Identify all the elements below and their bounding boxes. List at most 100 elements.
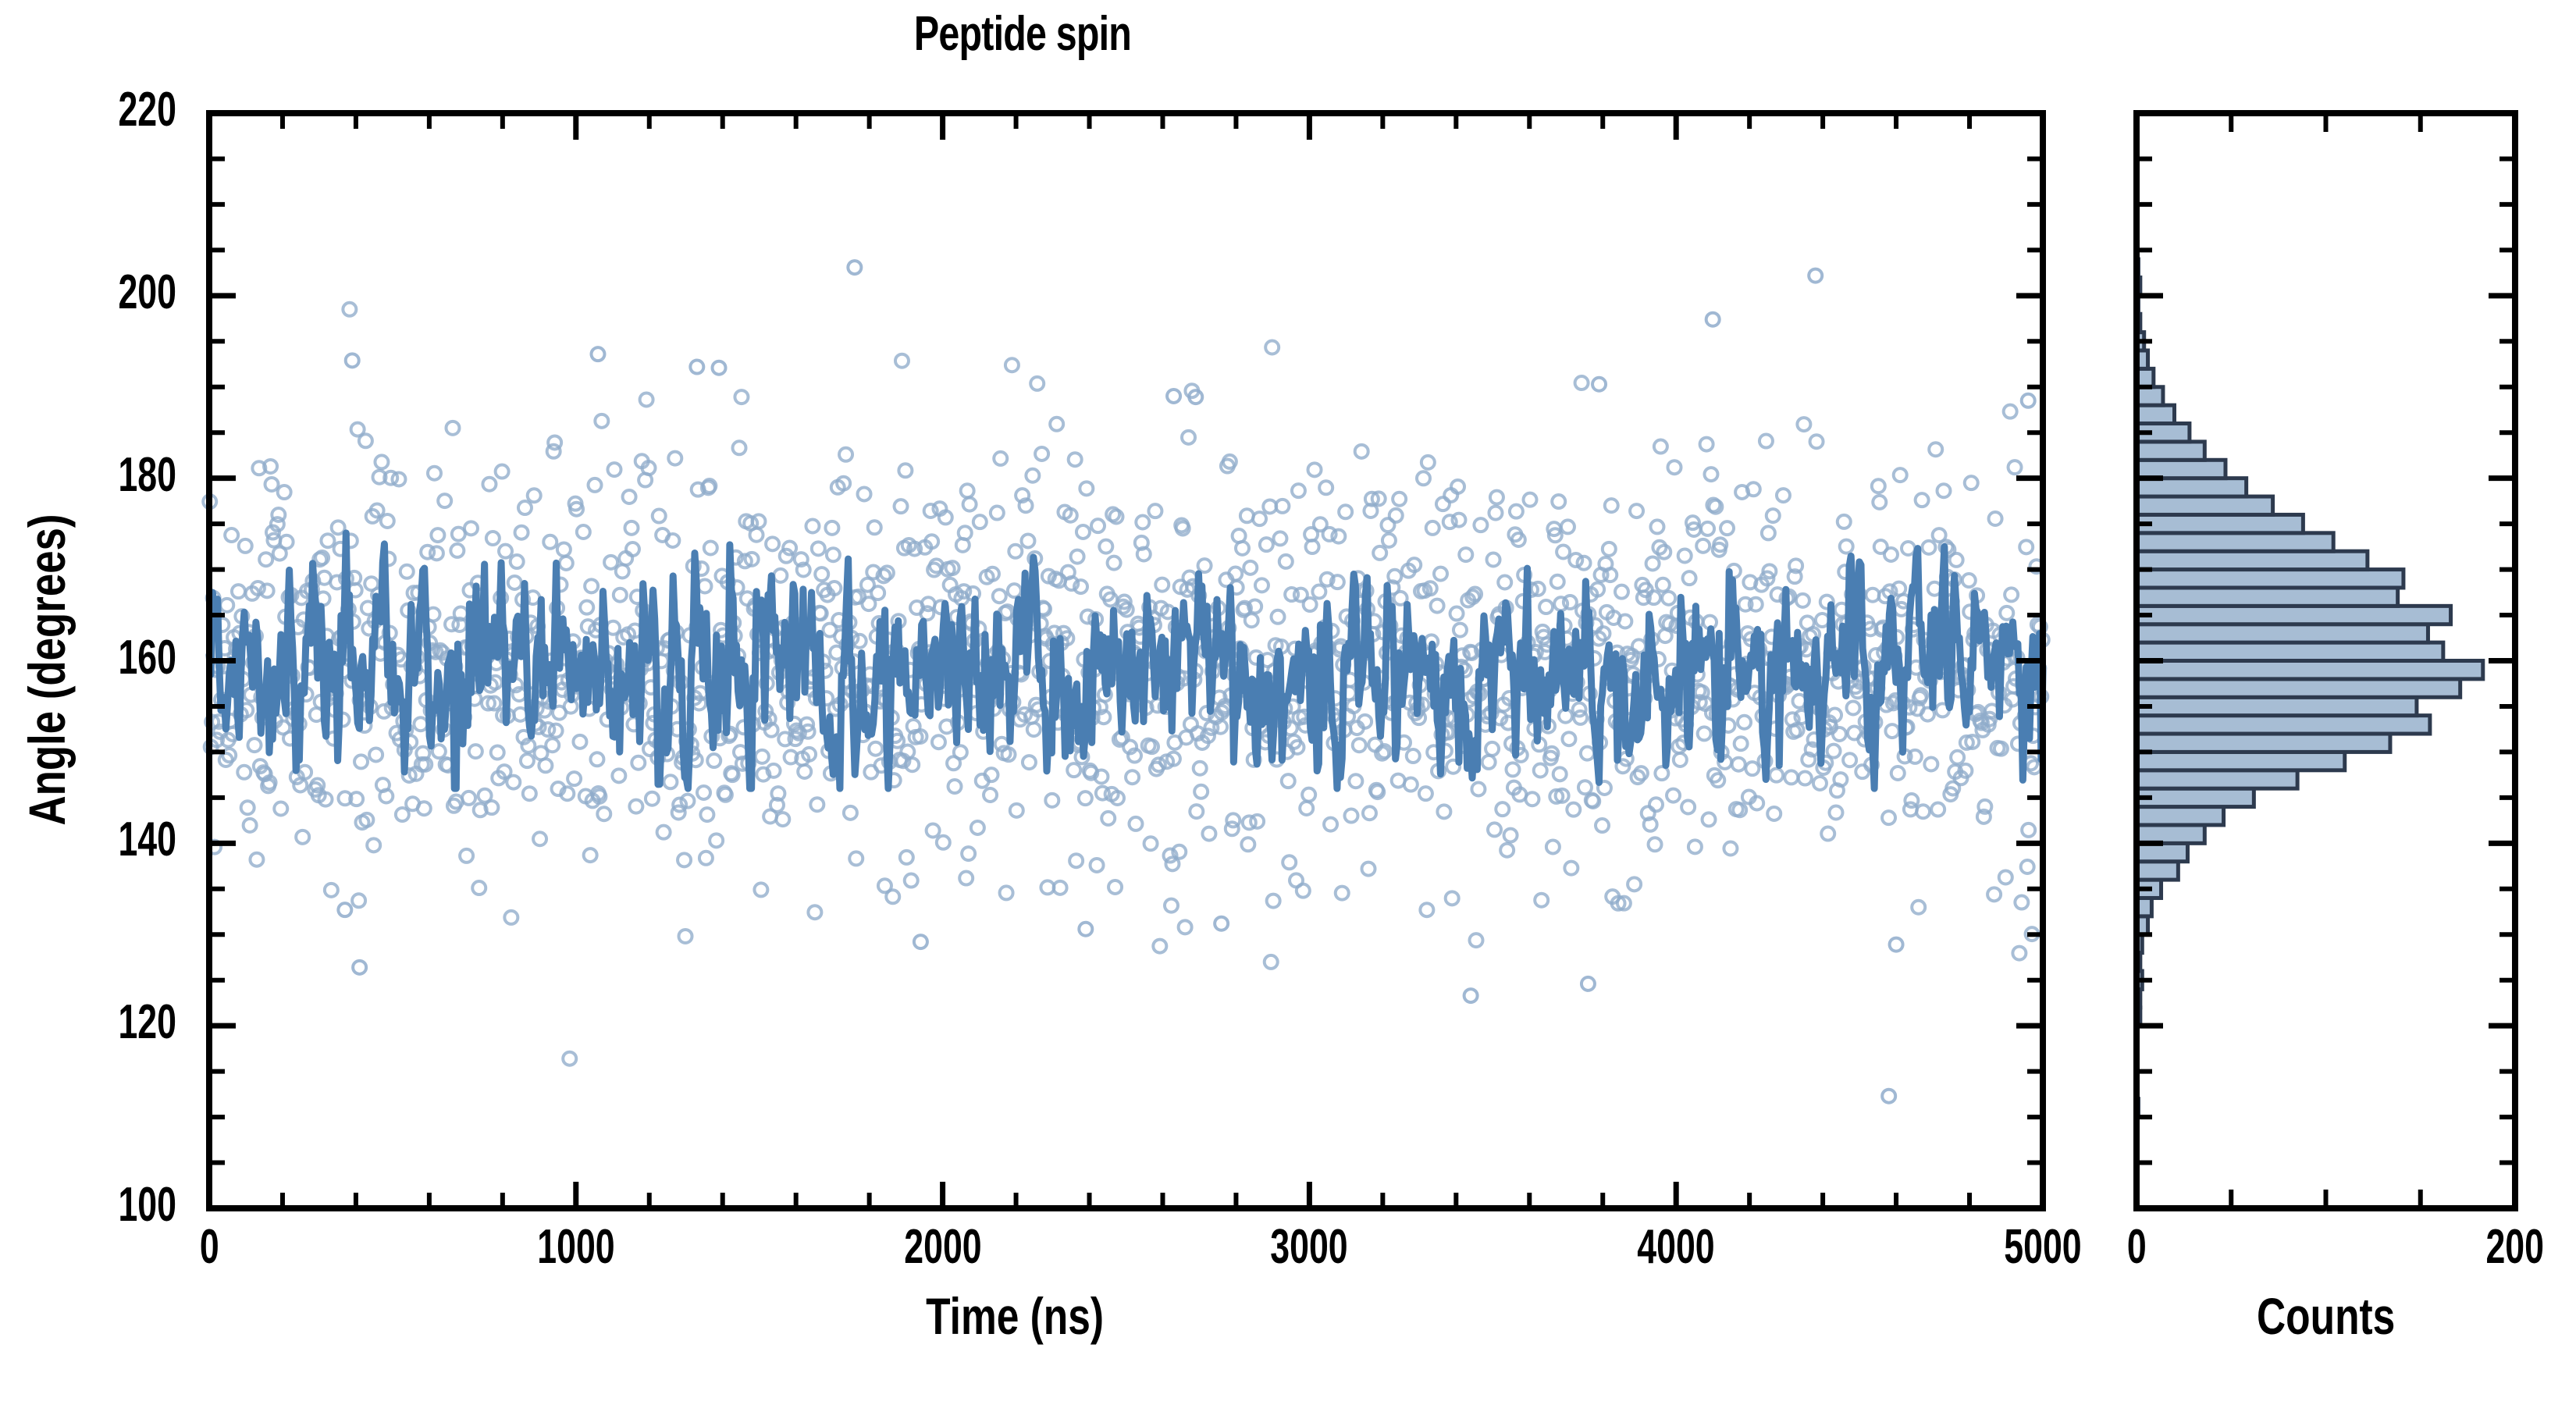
scatter-point: [1386, 567, 1404, 585]
scatter-point: [2001, 403, 2019, 420]
scatter-point: [1913, 492, 1930, 509]
scatter-point: [1676, 547, 1693, 564]
scatter-point: [1510, 531, 1527, 548]
scatter-point: [731, 439, 748, 457]
scatter-point-outlier: [1579, 975, 1596, 992]
scatter-point: [1610, 895, 1627, 912]
scatter-point: [1249, 813, 1266, 830]
scatter-point: [1854, 763, 1871, 781]
scatter-point: [1665, 787, 1682, 804]
scatter-point: [546, 434, 564, 451]
scatter-point: [1615, 895, 1632, 912]
scatter-point: [506, 574, 523, 591]
scatter-point: [1262, 953, 1279, 970]
scatter-point: [417, 756, 434, 773]
scatter-point: [1695, 537, 1712, 554]
main-y-tick-label: 180: [118, 447, 176, 502]
scatter-point: [961, 496, 978, 513]
scatter-point: [1960, 572, 1977, 589]
scatter-point-outlier: [1213, 915, 1230, 932]
scatter-point: [2011, 944, 2028, 962]
scatter-point: [743, 550, 760, 567]
scatter-point: [476, 787, 493, 804]
scatter-point: [1642, 816, 1659, 833]
scatter-point: [1467, 585, 1484, 603]
scatter-point: [1162, 847, 1179, 864]
scatter-point: [866, 519, 883, 536]
scatter-point: [856, 486, 873, 503]
main-x-tick-label: 3000: [1270, 1220, 1349, 1274]
scatter-point: [1322, 816, 1340, 833]
scatter-point: [1603, 497, 1620, 514]
scatter-point: [1105, 554, 1123, 571]
scatter-point: [1783, 769, 1800, 786]
scatter-point: [1915, 803, 1932, 820]
scatter-point: [623, 519, 640, 536]
scatter-point: [508, 553, 525, 571]
scatter-point: [1264, 339, 1281, 356]
scatter-point: [1949, 749, 1966, 766]
scatter-point: [1551, 766, 1568, 783]
scatter-point: [1732, 735, 1749, 752]
scatter-point: [262, 457, 279, 475]
scatter-point: [1090, 518, 1107, 535]
scatter-point: [1567, 552, 1585, 569]
scatter-point: [261, 774, 278, 791]
scatter-point: [398, 563, 415, 580]
scatter-point: [1930, 527, 1948, 544]
scatter-point: [770, 785, 787, 802]
scatter-point: [1048, 415, 1066, 432]
scatter-point: [956, 525, 973, 542]
scatter-point: [768, 796, 785, 813]
scatter-point: [1174, 520, 1191, 537]
histogram-bar: [2134, 823, 2207, 845]
scatter-point: [449, 542, 466, 559]
scatter-point: [1565, 801, 1582, 818]
scatter-point: [368, 746, 385, 763]
main-y-tick-label: 220: [118, 83, 176, 137]
scatter-point: [428, 545, 445, 562]
hist-x-tick-label: 200: [2485, 1220, 2545, 1274]
scatter-point: [1124, 769, 1141, 786]
scatter-point: [1930, 801, 1947, 818]
scatter-point: [1029, 375, 1046, 392]
scatter-point: [650, 507, 667, 525]
histogram-bar: [2134, 439, 2207, 462]
axis-ticks: [206, 110, 2518, 1211]
scatter-point: [1589, 581, 1606, 598]
scatter-point: [946, 778, 963, 795]
scatter-point: [1253, 577, 1270, 594]
scatter-point: [557, 554, 575, 571]
scatter-point: [991, 588, 1008, 605]
main-x-tick-label: 0: [199, 1220, 219, 1274]
scatter-point: [545, 443, 562, 460]
scatter-point: [1596, 779, 1613, 796]
scatter-point: [801, 745, 818, 763]
scatter-point: [1563, 859, 1580, 877]
scatter-point: [1549, 573, 1566, 590]
scatter-point: [1062, 507, 1079, 524]
scatter-point: [1553, 787, 1571, 804]
scatter-point: [701, 478, 718, 495]
scatter-point: [1279, 773, 1297, 790]
scatter-point: [1274, 497, 1291, 514]
scatter-point: [1240, 836, 1257, 853]
scatter-point: [733, 389, 750, 406]
scatter-point: [348, 791, 365, 808]
scatter-point: [1927, 441, 1944, 458]
scatter-point: [1976, 798, 1994, 815]
scatter-point: [336, 790, 354, 807]
scatter-point: [1521, 491, 1539, 508]
scatter-point: [952, 744, 969, 761]
scatter-point: [1068, 852, 1085, 870]
scatter-point: [322, 881, 340, 898]
scatter-point: [621, 488, 638, 505]
scatter-point: [1870, 478, 1887, 495]
scatter-point: [1700, 811, 1717, 828]
scatter-point: [292, 777, 309, 794]
scatter-point: [1234, 539, 1251, 557]
scatter-point: [1350, 737, 1368, 754]
scatter-point: [813, 566, 831, 583]
histogram-bar: [2134, 403, 2176, 426]
scatter-point: [1986, 886, 2003, 903]
